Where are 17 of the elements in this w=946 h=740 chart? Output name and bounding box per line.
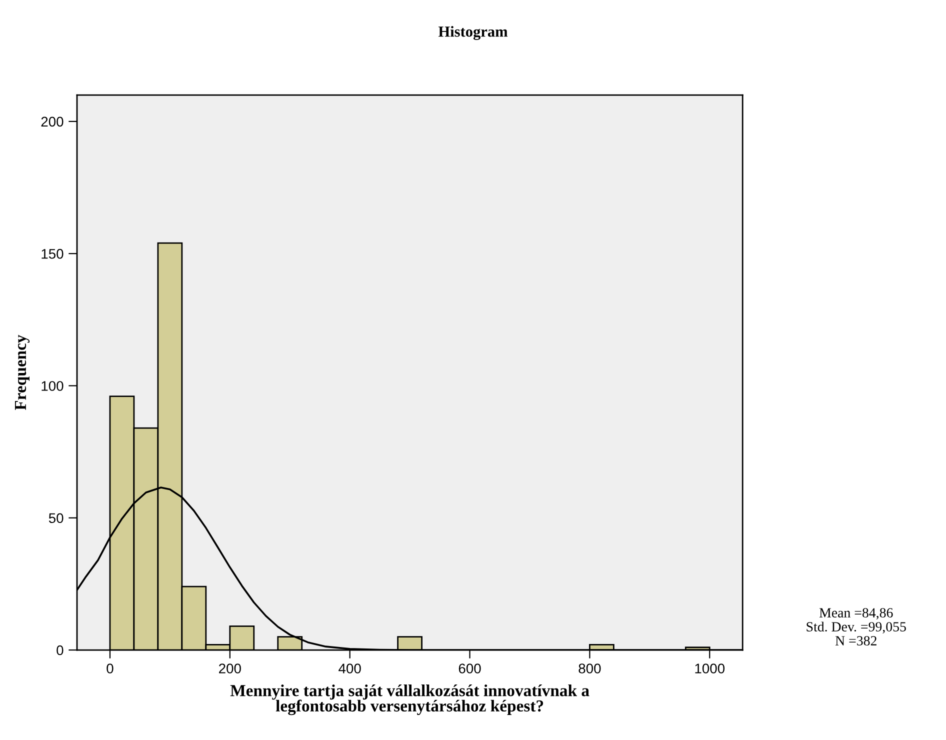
y-tick-label: 100 [42,381,64,391]
x-tick-label: 600 [458,664,481,674]
y-axis-title: Frequency [15,334,30,410]
y-tick-label: 200 [41,116,64,127]
text: N =382 [835,636,876,646]
text: Std. Dev. =99,055 [806,622,906,634]
x-tick-label: 200 [219,664,241,674]
chart-title: Histogram [438,26,508,40]
x-tick-label: 0 [106,664,114,674]
y-tick-label: 150 [42,248,64,259]
y-tick-label: 50 [48,513,64,524]
text: Mean =84,86 [819,608,893,620]
y-tick-label: 0 [56,645,64,656]
x-tick-label: 800 [578,664,601,674]
x-axis-title: Mennyire tartja saját vállalkozását innovatívnak a legfontosabb versenytársához képest? [230,684,590,716]
x-tick-label: 1000 [695,664,725,674]
x-tick-label: 400 [338,664,361,674]
